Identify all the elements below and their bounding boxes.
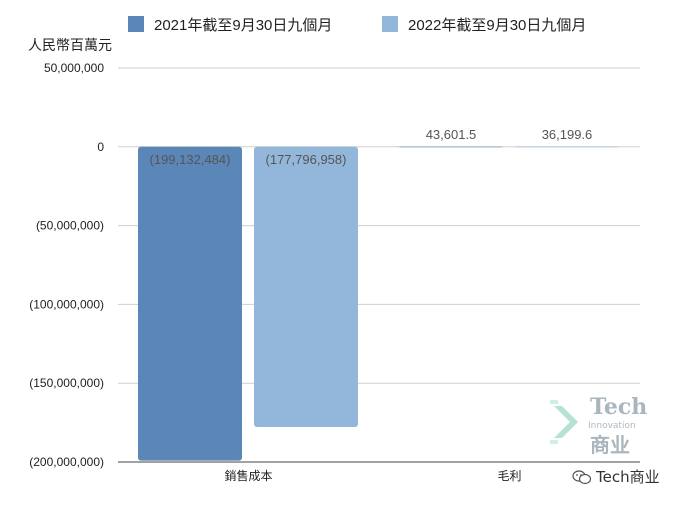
y-tick-label: (50,000,000) (36, 219, 104, 233)
watermark-line1: Tech (590, 394, 647, 420)
wechat-icon (572, 469, 592, 484)
watermark-logo: Tech Innovation 商业 (548, 392, 658, 458)
bar-1-2 (254, 146, 358, 428)
data-labels: (199,132,484) (177,796,958) 43,601.5 36,199… (150, 127, 593, 167)
y-axis-unit-label: 人民幣百萬元 (28, 37, 112, 53)
watermark-brand: Tech商业 (572, 466, 660, 487)
bar-2-1 (399, 146, 503, 148)
legend: 2021年截至9月30日九個月 2022年截至9月30日九個月 (128, 16, 586, 34)
bar-1-1 (138, 146, 242, 461)
legend-swatch-2 (382, 16, 398, 32)
y-tick-label: (150,000,000) (29, 376, 104, 390)
x-category-label: 銷售成本 (224, 468, 272, 483)
x-axis-categories: 銷售成本 毛利 (224, 468, 521, 483)
bar-2-2 (515, 146, 619, 148)
data-label-1-2: (177,796,958) (266, 152, 347, 167)
chevron-icon (554, 406, 578, 438)
y-axis-ticks: 50,000,000 0 (50,000,000) (100,000,000) (150… (29, 61, 104, 469)
watermark-line2: Innovation (588, 421, 636, 431)
watermark-line3: 商业 (590, 433, 630, 457)
y-tick-label: 0 (97, 140, 104, 154)
bars (138, 146, 619, 461)
data-label-1-1: (199,132,484) (150, 152, 231, 167)
legend-swatch-1 (128, 16, 144, 32)
y-tick-label: 50,000,000 (44, 61, 104, 75)
watermark-brand-text: Tech商业 (596, 468, 660, 486)
legend-label-1: 2021年截至9月30日九個月 (154, 17, 332, 34)
x-category-label: 毛利 (497, 469, 521, 483)
data-label-2-2: 36,199.6 (542, 127, 593, 142)
legend-label-2: 2022年截至9月30日九個月 (408, 17, 586, 34)
y-tick-label: (200,000,000) (29, 455, 104, 469)
data-label-2-1: 43,601.5 (426, 127, 477, 142)
y-tick-label: (100,000,000) (29, 297, 104, 311)
